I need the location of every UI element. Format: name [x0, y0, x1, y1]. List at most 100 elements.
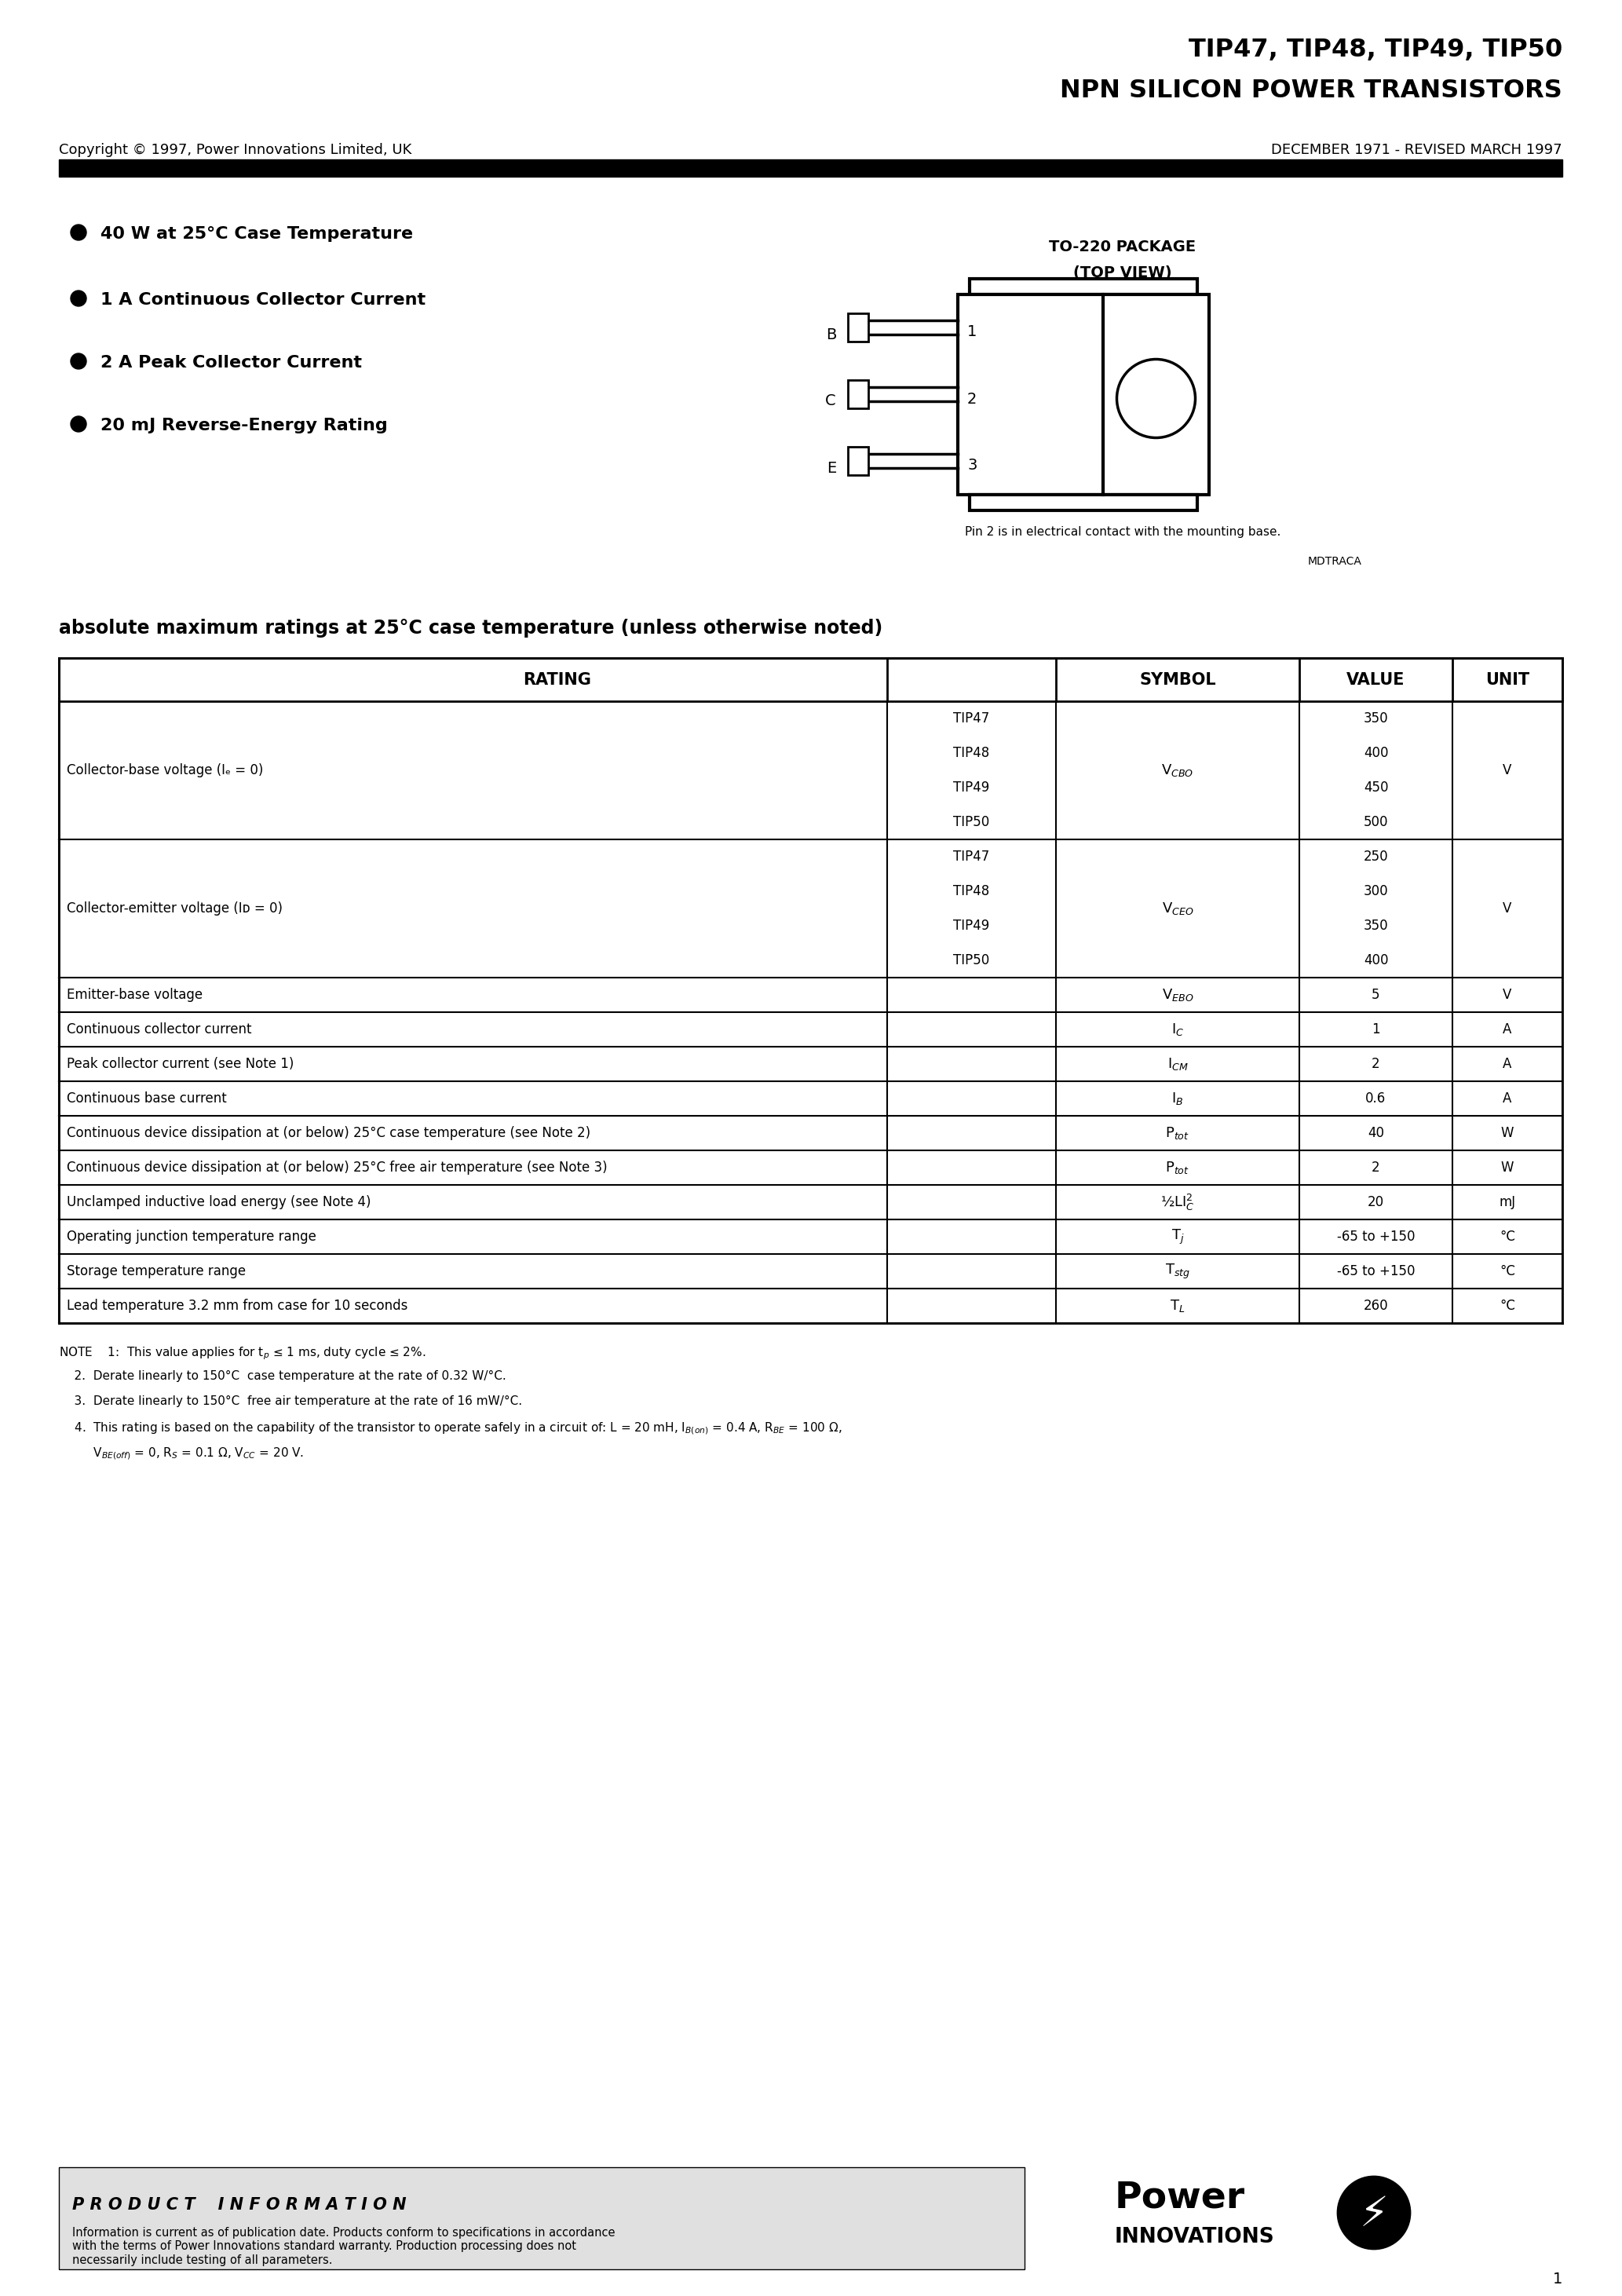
- Text: Continuous collector current: Continuous collector current: [67, 1022, 251, 1035]
- Text: TIP49: TIP49: [954, 781, 989, 794]
- Text: 20: 20: [1367, 1196, 1384, 1210]
- Text: P$_{tot}$: P$_{tot}$: [1166, 1125, 1191, 1141]
- Text: 2: 2: [1372, 1159, 1380, 1176]
- Bar: [58, 158, 1562, 177]
- Bar: [959, 294, 1208, 494]
- Bar: [970, 278, 1197, 294]
- Text: Power: Power: [1114, 2179, 1246, 2216]
- Bar: [848, 448, 868, 475]
- Text: -65 to +150: -65 to +150: [1337, 1265, 1414, 1279]
- Text: 40: 40: [1367, 1125, 1384, 1141]
- Text: Emitter-base voltage: Emitter-base voltage: [67, 987, 203, 1001]
- Text: Lead temperature 3.2 mm from case for 10 seconds: Lead temperature 3.2 mm from case for 10…: [67, 1300, 407, 1313]
- Text: MDTRACA: MDTRACA: [1307, 556, 1362, 567]
- Text: Continuous base current: Continuous base current: [67, 1091, 227, 1107]
- Text: TIP50: TIP50: [954, 953, 989, 967]
- Text: V$_{EBO}$: V$_{EBO}$: [1161, 987, 1194, 1003]
- Text: T$_{stg}$: T$_{stg}$: [1165, 1263, 1191, 1281]
- Text: RATING: RATING: [524, 673, 592, 687]
- Text: P$_{tot}$: P$_{tot}$: [1166, 1159, 1191, 1176]
- Text: °C: °C: [1500, 1265, 1515, 1279]
- Text: 1: 1: [1372, 1022, 1380, 1035]
- Text: 1 A Continuous Collector Current: 1 A Continuous Collector Current: [101, 292, 425, 308]
- Text: I$_C$: I$_C$: [1171, 1022, 1184, 1038]
- Circle shape: [71, 354, 86, 370]
- Text: Copyright © 1997, Power Innovations Limited, UK: Copyright © 1997, Power Innovations Limi…: [58, 142, 412, 156]
- Text: B: B: [826, 326, 835, 342]
- Text: 20 mJ Reverse-Energy Rating: 20 mJ Reverse-Energy Rating: [101, 418, 388, 434]
- Text: TO-220 PACKAGE: TO-220 PACKAGE: [1049, 239, 1195, 255]
- Text: Collector-emitter voltage (Iᴅ = 0): Collector-emitter voltage (Iᴅ = 0): [67, 902, 282, 916]
- Text: 0.6: 0.6: [1366, 1091, 1387, 1107]
- Text: 450: 450: [1364, 781, 1388, 794]
- Text: SYMBOL: SYMBOL: [1139, 673, 1216, 687]
- Text: 5: 5: [1372, 987, 1380, 1001]
- Text: 260: 260: [1364, 1300, 1388, 1313]
- Bar: [58, 2167, 1025, 2268]
- Text: TIP48: TIP48: [954, 884, 989, 898]
- Text: TIP50: TIP50: [954, 815, 989, 829]
- Bar: [970, 494, 1197, 510]
- Text: V$_{CEO}$: V$_{CEO}$: [1161, 900, 1194, 916]
- Text: TIP47, TIP48, TIP49, TIP50: TIP47, TIP48, TIP49, TIP50: [1189, 37, 1562, 62]
- Text: E: E: [827, 461, 835, 475]
- Text: 2: 2: [967, 390, 976, 406]
- Text: UNIT: UNIT: [1486, 673, 1530, 687]
- Text: °C: °C: [1500, 1300, 1515, 1313]
- Text: I$_B$: I$_B$: [1171, 1091, 1184, 1107]
- Text: 4.  This rating is based on the capability of the transistor to operate safely i: 4. This rating is based on the capabilit…: [58, 1421, 842, 1435]
- Circle shape: [1118, 358, 1195, 439]
- Text: (TOP VIEW): (TOP VIEW): [1074, 266, 1173, 280]
- Text: ½LI$_C^2$: ½LI$_C^2$: [1160, 1192, 1195, 1212]
- Text: 500: 500: [1364, 815, 1388, 829]
- Text: NOTE    1:  This value applies for t$_p$ ≤ 1 ms, duty cycle ≤ 2%.: NOTE 1: This value applies for t$_p$ ≤ 1…: [58, 1345, 427, 1362]
- Text: °C: °C: [1500, 1231, 1515, 1244]
- Text: VALUE: VALUE: [1346, 673, 1405, 687]
- Text: I$_{CM}$: I$_{CM}$: [1168, 1056, 1189, 1072]
- Text: V: V: [1504, 762, 1512, 778]
- Text: V: V: [1504, 987, 1512, 1001]
- Circle shape: [71, 292, 86, 305]
- Text: Continuous device dissipation at (or below) 25°C case temperature (see Note 2): Continuous device dissipation at (or bel…: [67, 1125, 590, 1141]
- Text: W: W: [1500, 1159, 1513, 1176]
- Text: 1: 1: [1552, 2271, 1562, 2287]
- Text: Information is current as of publication date. Products conform to specification: Information is current as of publication…: [73, 2227, 615, 2266]
- Text: INNOVATIONS: INNOVATIONS: [1114, 2227, 1275, 2248]
- Text: V: V: [1504, 902, 1512, 916]
- Text: Continuous device dissipation at (or below) 25°C free air temperature (see Note : Continuous device dissipation at (or bel…: [67, 1159, 607, 1176]
- Text: 350: 350: [1364, 712, 1388, 726]
- Text: ⚡: ⚡: [1359, 2195, 1388, 2234]
- Text: 3.  Derate linearly to 150°C  free air temperature at the rate of 16 mW/°C.: 3. Derate linearly to 150°C free air tem…: [58, 1396, 522, 1407]
- Circle shape: [1338, 2177, 1410, 2248]
- Text: A: A: [1504, 1022, 1512, 1035]
- Text: T$_L$: T$_L$: [1169, 1297, 1186, 1313]
- Text: V$_{CBO}$: V$_{CBO}$: [1161, 762, 1194, 778]
- Text: 2.  Derate linearly to 150°C  case temperature at the rate of 0.32 W/°C.: 2. Derate linearly to 150°C case tempera…: [58, 1371, 506, 1382]
- Text: DECEMBER 1971 - REVISED MARCH 1997: DECEMBER 1971 - REVISED MARCH 1997: [1272, 142, 1562, 156]
- Text: P R O D U C T    I N F O R M A T I O N: P R O D U C T I N F O R M A T I O N: [73, 2197, 407, 2213]
- Text: T$_j$: T$_j$: [1171, 1228, 1184, 1247]
- Text: 250: 250: [1364, 850, 1388, 863]
- Text: TIP47: TIP47: [954, 850, 989, 863]
- Text: 400: 400: [1364, 953, 1388, 967]
- Text: 2 A Peak Collector Current: 2 A Peak Collector Current: [101, 356, 362, 370]
- Text: Storage temperature range: Storage temperature range: [67, 1265, 247, 1279]
- Text: 400: 400: [1364, 746, 1388, 760]
- Text: 40 W at 25°C Case Temperature: 40 W at 25°C Case Temperature: [101, 225, 414, 241]
- Circle shape: [71, 225, 86, 241]
- Text: -65 to +150: -65 to +150: [1337, 1231, 1414, 1244]
- Text: NPN SILICON POWER TRANSISTORS: NPN SILICON POWER TRANSISTORS: [1061, 78, 1562, 103]
- Text: 300: 300: [1364, 884, 1388, 898]
- Text: absolute maximum ratings at 25°C case temperature (unless otherwise noted): absolute maximum ratings at 25°C case te…: [58, 618, 882, 638]
- Text: A: A: [1504, 1091, 1512, 1107]
- Text: Operating junction temperature range: Operating junction temperature range: [67, 1231, 316, 1244]
- Text: V$_{BE(off)}$ = 0, R$_S$ = 0.1 Ω, V$_{CC}$ = 20 V.: V$_{BE(off)}$ = 0, R$_S$ = 0.1 Ω, V$_{CC…: [58, 1446, 303, 1460]
- Text: A: A: [1504, 1056, 1512, 1070]
- Text: TIP48: TIP48: [954, 746, 989, 760]
- Text: Pin 2 is in electrical contact with the mounting base.: Pin 2 is in electrical contact with the …: [965, 526, 1281, 537]
- Circle shape: [71, 416, 86, 432]
- Text: W: W: [1500, 1125, 1513, 1141]
- Text: 350: 350: [1364, 918, 1388, 932]
- Text: Unclamped inductive load energy (see Note 4): Unclamped inductive load energy (see Not…: [67, 1196, 371, 1210]
- Text: C: C: [826, 395, 835, 409]
